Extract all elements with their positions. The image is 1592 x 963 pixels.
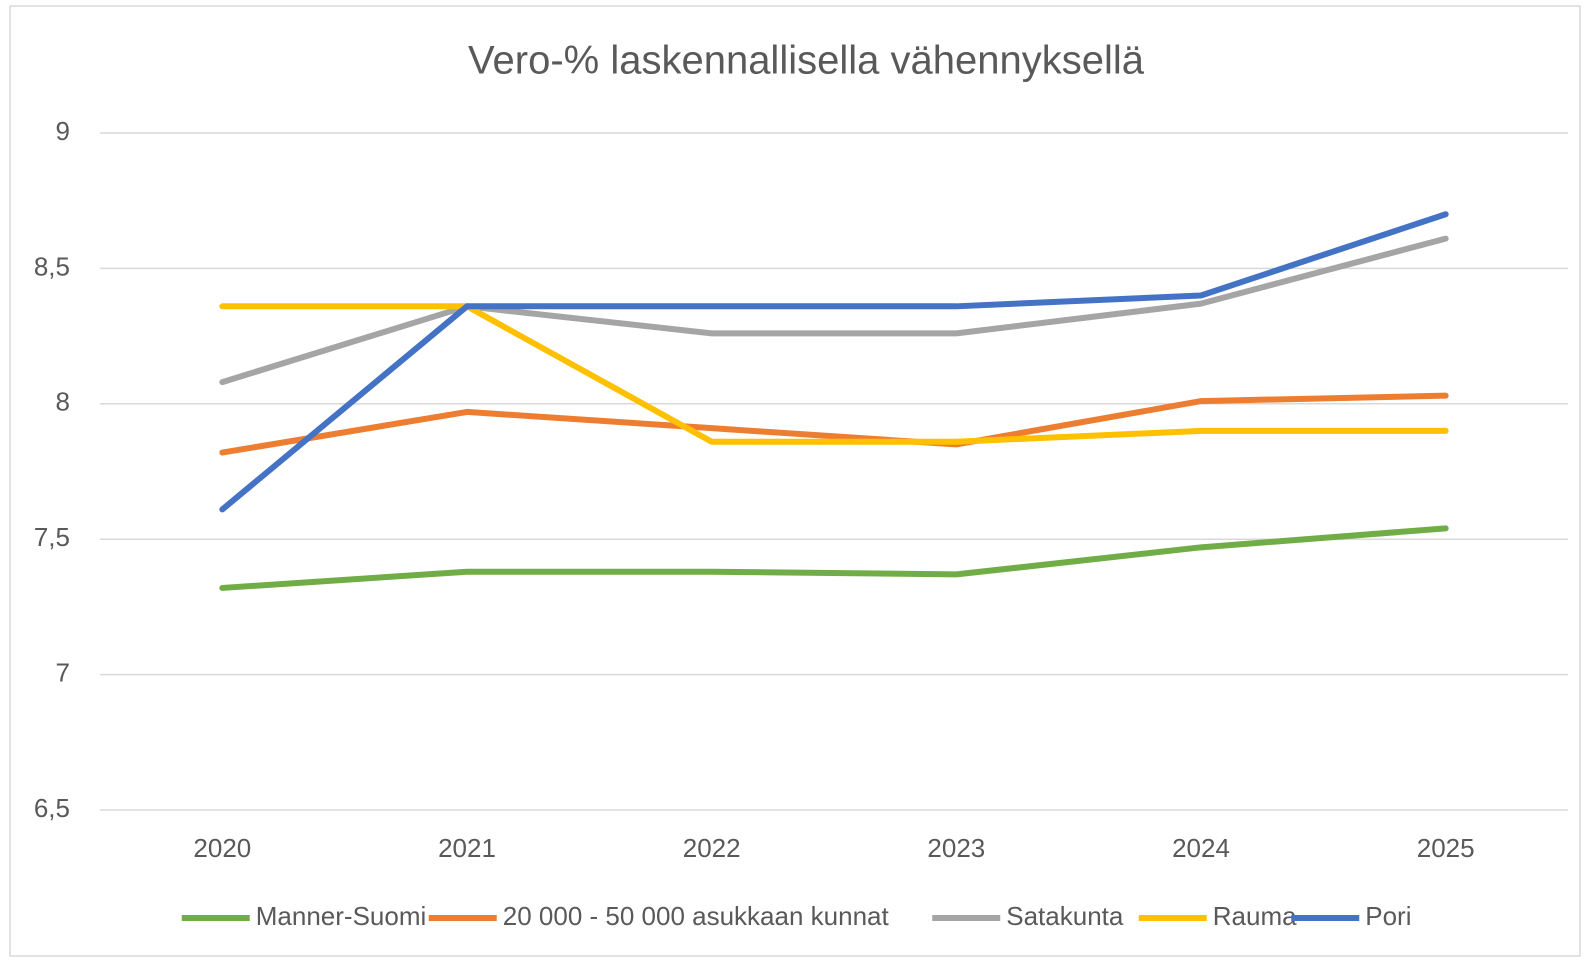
x-tick-label: 2020	[193, 833, 251, 863]
legend-label: 20 000 - 50 000 asukkaan kunnat	[503, 901, 890, 931]
y-tick-label: 8,5	[34, 251, 70, 281]
series-line	[219, 392, 1449, 456]
legend-label: Pori	[1365, 901, 1411, 931]
legend-label: Rauma	[1213, 901, 1297, 931]
y-tick-label: 7	[56, 657, 70, 687]
series-line	[219, 303, 1449, 445]
series-line	[219, 525, 1449, 591]
legend-label: Manner-Suomi	[256, 901, 427, 931]
y-tick-label: 8	[56, 387, 70, 417]
y-tick-label: 9	[56, 116, 70, 146]
x-tick-label: 2025	[1417, 833, 1475, 863]
x-tick-label: 2022	[683, 833, 741, 863]
y-tick-label: 6,5	[34, 793, 70, 823]
series-line	[219, 211, 1449, 513]
x-tick-label: 2023	[927, 833, 985, 863]
y-tick-label: 7,5	[34, 522, 70, 552]
chart-title: Vero-% laskennallisella vähennyksellä	[468, 39, 1145, 83]
legend-label: Satakunta	[1006, 901, 1124, 931]
series-line	[219, 235, 1449, 386]
x-tick-label: 2021	[438, 833, 496, 863]
chart-border	[9, 5, 1581, 957]
x-tick-label: 2024	[1172, 833, 1230, 863]
